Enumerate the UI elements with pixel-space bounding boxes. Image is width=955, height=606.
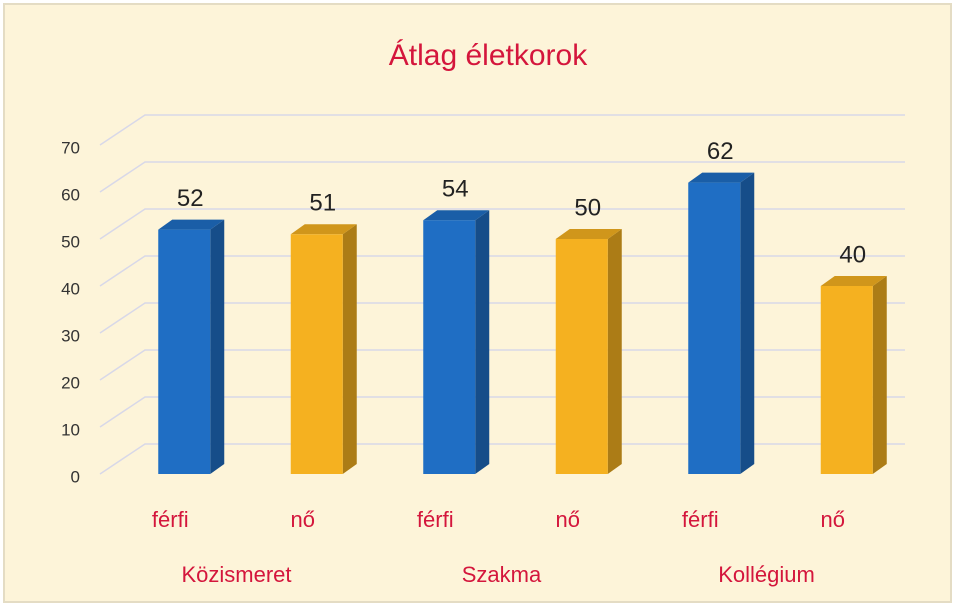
bar-top (555, 229, 622, 239)
grid-line (99, 114, 905, 146)
bar-top (158, 219, 225, 230)
bar-side (475, 210, 490, 474)
grid-line (99, 302, 905, 334)
grid-line (99, 349, 905, 381)
y-tick-label: 40 (61, 279, 80, 298)
x-tick-label: férfi (152, 507, 189, 532)
data-label: 52 (177, 185, 204, 212)
grid-line (99, 161, 905, 193)
data-label: 62 (707, 138, 734, 165)
group-label: Kollégium (718, 562, 815, 587)
bar-side (342, 224, 357, 474)
y-tick-label: 10 (61, 420, 80, 439)
bar-top (290, 224, 357, 235)
grid-line (99, 208, 905, 240)
bar (688, 182, 741, 474)
y-tick-label: 70 (61, 138, 80, 157)
x-tick-label: nő (291, 507, 315, 532)
x-tick-label: férfi (682, 507, 719, 532)
grid-line (99, 255, 905, 287)
x-tick-label: nő (556, 507, 580, 532)
bar-top (820, 276, 887, 286)
y-tick-label: 20 (61, 373, 80, 392)
bar (290, 234, 343, 474)
data-label: 54 (442, 176, 469, 203)
data-label: 50 (574, 194, 601, 221)
bar (158, 229, 211, 474)
group-label: Közismeret (181, 562, 291, 587)
data-label: 51 (309, 190, 336, 217)
bar (555, 239, 608, 474)
bar-top (423, 210, 490, 221)
grid-line (99, 443, 905, 475)
grid-line (99, 396, 905, 428)
bar-side (740, 172, 755, 474)
x-tick-label: nő (821, 507, 845, 532)
data-label: 40 (839, 241, 866, 268)
chart-title: Átlag életkorok (389, 39, 588, 72)
x-tick-label: férfi (417, 507, 454, 532)
y-tick-label: 30 (61, 326, 80, 345)
bar (820, 286, 873, 474)
bar-top (688, 172, 755, 183)
bar (423, 220, 476, 474)
group-label: Szakma (462, 562, 542, 587)
y-tick-label: 50 (61, 232, 80, 251)
y-tick-label: 60 (61, 185, 80, 204)
bar-side (872, 276, 887, 474)
bar-side (210, 219, 225, 474)
bar-side (607, 229, 622, 474)
y-tick-label: 0 (71, 467, 80, 486)
